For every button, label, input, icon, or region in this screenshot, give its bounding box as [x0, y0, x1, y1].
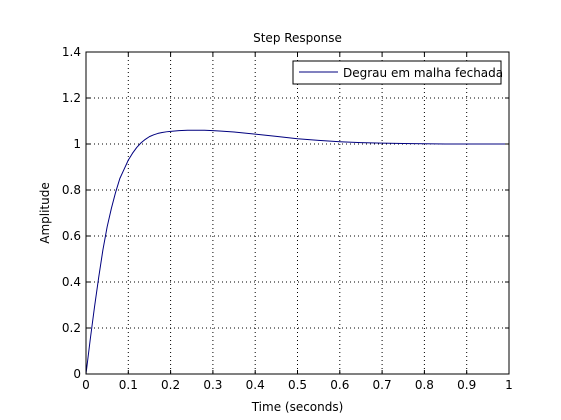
y-tick-label: 0.8	[62, 183, 81, 197]
y-tick-label: 0.4	[62, 275, 81, 289]
y-tick-label: 1.4	[62, 45, 81, 59]
x-axis-label: Time (seconds)	[251, 400, 344, 414]
x-tick-label: 0.8	[415, 378, 434, 392]
x-tick-label: 0.7	[373, 378, 392, 392]
x-tick-label: 0.6	[330, 378, 349, 392]
legend-box	[292, 60, 502, 85]
x-tick-label: 0	[82, 378, 90, 392]
chart-title: Step Response	[253, 31, 342, 45]
x-tick-label: 0.5	[288, 378, 307, 392]
legend-entry: Degrau em malha fechada	[343, 66, 503, 80]
y-tick-label: 1	[73, 137, 81, 151]
x-tick-label: 0.3	[203, 378, 222, 392]
ticks: 0 0.1 0.2 0.3 0.4 0.5 0.6 0.7 0.8 0.9 1 0 0.2 0.4 0.6 0…	[62, 45, 513, 392]
x-tick-label: 0.2	[161, 378, 180, 392]
x-tick-label: 1	[505, 378, 513, 392]
legend: Degrau em malha fechada	[292, 60, 503, 85]
series-line-0	[85, 129, 509, 375]
y-axis-label: Amplitude	[38, 182, 52, 244]
series-layer	[85, 129, 509, 375]
x-tick-label: 0.9	[457, 378, 476, 392]
y-tick-label: 1.2	[62, 91, 81, 105]
y-tick-label: 0	[73, 367, 81, 381]
x-tick-label: 0.4	[246, 378, 265, 392]
x-tick-label: 0.1	[119, 378, 138, 392]
y-tick-label: 0.2	[62, 321, 81, 335]
y-tick-label: 0.6	[62, 229, 81, 243]
